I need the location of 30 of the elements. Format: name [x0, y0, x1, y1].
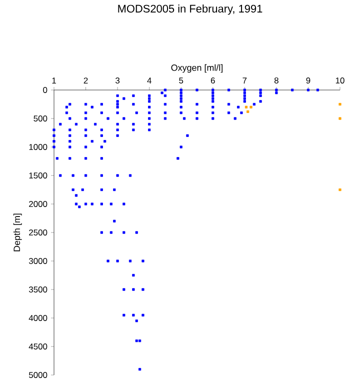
- point: [338, 102, 342, 106]
- x-tick-label: 5: [179, 78, 184, 84]
- y-tick-label: 0: [43, 87, 48, 93]
- y-tick-label: 3500: [28, 286, 48, 292]
- x-tick-label: 3: [116, 77, 120, 84]
- x-tick-label: 8: [274, 77, 278, 84]
- x-tick-label: 6: [210, 77, 215, 84]
- y-tick-label: 4500: [28, 344, 48, 350]
- point: [338, 188, 342, 192]
- x-tick-label: 2: [84, 78, 88, 84]
- y-tick-label: 5000: [28, 372, 48, 378]
- x-tick-label: 10: [336, 77, 344, 84]
- y-tick-label: 3000: [28, 258, 48, 264]
- x-tick-label: 4: [147, 78, 152, 84]
- point: [338, 117, 342, 120]
- y-tick-label: 1000: [29, 144, 48, 150]
- point: [246, 110, 250, 113]
- y-tick-label: 2000: [29, 201, 48, 207]
- point: [244, 106, 248, 108]
- y-tick-label: 1500: [29, 172, 48, 178]
- y-tick-label: 2500: [29, 230, 48, 236]
- x-tick-label: 9: [306, 77, 310, 84]
- chart-title: MODS2005 in February, 1991: [118, 4, 262, 15]
- x-tick-label: 1: [52, 78, 56, 84]
- y-tick-label: 4000: [28, 315, 48, 321]
- x-axis-title: Oxygen [ml/l]: [171, 64, 223, 73]
- x-tick-label: 7: [242, 78, 247, 84]
- point: [250, 106, 252, 108]
- y-tick-label: 500: [34, 116, 48, 122]
- y-axis-title: Depth [m]: [13, 214, 22, 252]
